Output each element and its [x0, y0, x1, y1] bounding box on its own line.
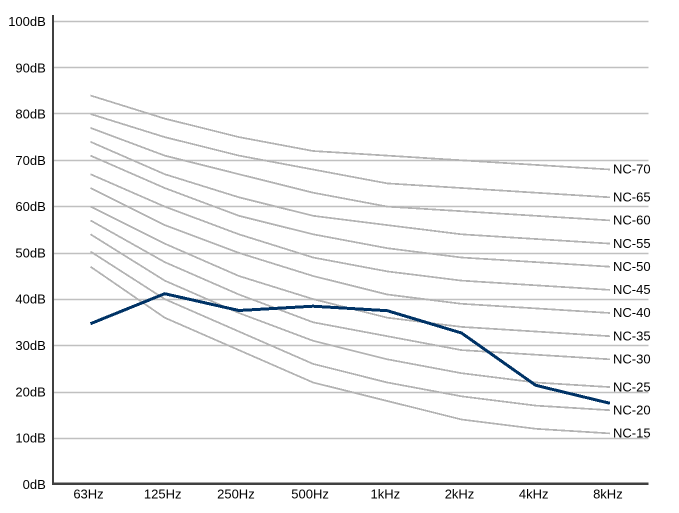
svg-text:NC-30: NC-30 — [613, 352, 651, 367]
svg-text:100dB: 100dB — [8, 14, 46, 29]
svg-text:2kHz: 2kHz — [445, 487, 475, 502]
svg-text:80dB: 80dB — [15, 107, 45, 122]
svg-text:60dB: 60dB — [15, 199, 45, 214]
svg-text:NC-40: NC-40 — [613, 305, 651, 320]
svg-text:90dB: 90dB — [15, 60, 45, 75]
svg-text:30dB: 30dB — [15, 338, 45, 353]
svg-text:20dB: 20dB — [15, 384, 45, 399]
svg-text:500Hz: 500Hz — [291, 487, 329, 502]
svg-text:70dB: 70dB — [15, 153, 45, 168]
svg-text:NC-50: NC-50 — [613, 259, 651, 274]
svg-text:40dB: 40dB — [15, 292, 45, 307]
svg-text:NC-45: NC-45 — [613, 282, 651, 297]
svg-text:63Hz: 63Hz — [73, 487, 103, 502]
svg-text:NC-55: NC-55 — [613, 236, 651, 251]
svg-text:125Hz: 125Hz — [144, 487, 182, 502]
svg-text:NC-25: NC-25 — [613, 379, 651, 394]
svg-text:250Hz: 250Hz — [217, 487, 255, 502]
svg-text:4kHz: 4kHz — [519, 487, 549, 502]
svg-text:0dB: 0dB — [23, 477, 46, 492]
svg-text:NC-70: NC-70 — [613, 162, 651, 177]
svg-text:NC-65: NC-65 — [613, 190, 651, 205]
svg-text:NC-20: NC-20 — [613, 402, 651, 417]
svg-text:NC-60: NC-60 — [613, 213, 651, 228]
svg-text:1kHz: 1kHz — [370, 487, 400, 502]
svg-text:NC-15: NC-15 — [613, 426, 651, 441]
svg-text:50dB: 50dB — [15, 246, 45, 261]
svg-text:8kHz: 8kHz — [593, 487, 623, 502]
svg-text:10dB: 10dB — [15, 431, 45, 446]
svg-text:NC-35: NC-35 — [613, 328, 651, 343]
